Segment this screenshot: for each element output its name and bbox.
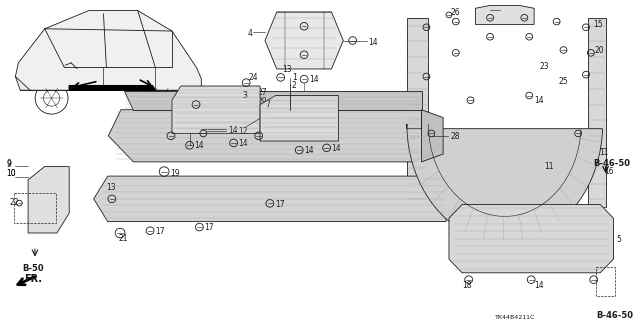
Polygon shape (260, 95, 339, 141)
Text: 14: 14 (332, 144, 341, 153)
Polygon shape (28, 167, 69, 233)
Text: 17: 17 (204, 223, 214, 232)
Polygon shape (476, 5, 534, 24)
Text: 7: 7 (265, 100, 270, 109)
Polygon shape (265, 12, 343, 69)
Text: 6: 6 (487, 10, 492, 19)
Text: 25: 25 (559, 77, 568, 85)
Text: 20: 20 (595, 46, 604, 55)
Text: 10: 10 (6, 169, 16, 178)
Text: 29: 29 (257, 97, 267, 106)
Text: 13: 13 (283, 65, 292, 74)
Text: 18: 18 (462, 281, 472, 290)
Text: 10: 10 (6, 168, 16, 177)
Text: TK44B4211C: TK44B4211C (495, 315, 536, 319)
Polygon shape (15, 11, 202, 90)
Bar (14, 193, 56, 223)
Text: 1: 1 (292, 73, 297, 82)
Text: 14: 14 (534, 281, 544, 290)
Text: B-46-50: B-46-50 (593, 159, 630, 168)
Text: 5: 5 (616, 235, 621, 244)
Polygon shape (93, 176, 446, 222)
Text: 22: 22 (10, 198, 19, 207)
Bar (588, 18, 605, 207)
Text: 15: 15 (593, 20, 602, 29)
Text: 14: 14 (239, 139, 248, 148)
Text: FR.: FR. (24, 274, 42, 284)
Bar (407, 18, 428, 207)
Text: 19: 19 (170, 169, 180, 178)
Polygon shape (69, 85, 156, 90)
Text: B-50: B-50 (22, 264, 44, 273)
Text: 2: 2 (292, 81, 297, 90)
Polygon shape (108, 110, 422, 162)
Text: 23: 23 (539, 62, 548, 71)
Text: 11: 11 (600, 148, 609, 157)
Text: 14: 14 (228, 126, 237, 135)
Polygon shape (172, 86, 260, 133)
Text: 14: 14 (368, 38, 378, 47)
Text: 14: 14 (304, 146, 314, 155)
Text: 16: 16 (605, 167, 614, 176)
Text: 26: 26 (451, 8, 461, 17)
Text: 14: 14 (534, 95, 544, 105)
Text: 9: 9 (6, 160, 12, 169)
Text: 21: 21 (118, 234, 127, 243)
Text: 14: 14 (195, 142, 204, 151)
Text: 4: 4 (247, 29, 252, 38)
Text: B-46-50: B-46-50 (596, 311, 633, 319)
Text: 17: 17 (275, 200, 284, 209)
Text: 3: 3 (243, 91, 247, 100)
Text: 9: 9 (6, 159, 12, 168)
Text: 13: 13 (106, 183, 116, 192)
Bar (596, 267, 616, 296)
Polygon shape (124, 92, 422, 110)
Text: 27: 27 (257, 88, 267, 97)
Text: 28: 28 (451, 132, 460, 141)
Text: 15: 15 (431, 148, 441, 157)
Text: 11: 11 (544, 162, 554, 171)
Text: 12: 12 (239, 127, 248, 136)
Polygon shape (449, 204, 613, 273)
Polygon shape (407, 124, 602, 242)
Text: 14: 14 (309, 75, 319, 85)
Text: 8: 8 (500, 10, 504, 19)
Text: 17: 17 (155, 227, 164, 236)
Text: 24: 24 (248, 73, 258, 82)
Polygon shape (422, 110, 443, 162)
